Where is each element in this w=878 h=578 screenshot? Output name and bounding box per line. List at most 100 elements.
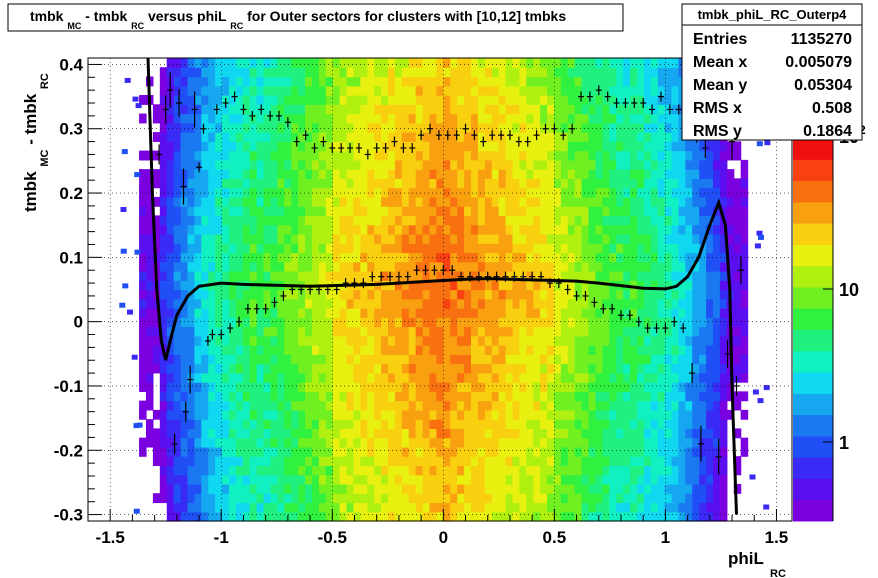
heatmap-cell	[733, 206, 742, 217]
heatmap-cell	[436, 261, 444, 272]
heatmap-cell	[408, 354, 417, 365]
heatmap-cell	[512, 456, 520, 467]
color-scale-cell	[793, 372, 833, 394]
heatmap-cell	[616, 289, 624, 300]
heatmap-cell	[298, 122, 306, 133]
heatmap-cell	[498, 196, 507, 207]
heatmap-cell	[643, 298, 652, 309]
heatmap-cell	[263, 169, 272, 179]
heatmap-cell	[187, 372, 195, 383]
heatmap-cell	[215, 206, 223, 217]
heatmap-cell	[664, 493, 673, 504]
heatmap-cell	[671, 298, 680, 309]
heatmap-cell	[630, 428, 638, 439]
heatmap-cell	[650, 502, 659, 513]
heatmap-cell	[305, 428, 313, 439]
heatmap-cell	[623, 243, 631, 254]
heatmap-cell	[519, 215, 527, 226]
heatmap-cell	[180, 511, 189, 522]
heatmap-cell	[685, 446, 693, 457]
heatmap-cell	[173, 354, 182, 365]
heatmap-cell	[609, 483, 617, 494]
heatmap-cell	[235, 169, 244, 179]
heatmap-cell	[533, 169, 541, 179]
heatmap-cell	[139, 298, 147, 309]
heatmap-cell	[533, 465, 541, 476]
color-scale-cell	[793, 138, 833, 160]
heatmap-cell	[318, 243, 327, 254]
heatmap-cell	[464, 409, 472, 420]
heatmap-cell	[353, 224, 361, 235]
heatmap-cell	[623, 428, 631, 439]
heatmap-cell	[595, 243, 603, 254]
heatmap-cell	[636, 67, 645, 78]
x-tick-label: -1	[214, 528, 229, 547]
heatmap-cell	[159, 233, 168, 244]
heatmap-cell	[505, 354, 514, 365]
heatmap-cell	[450, 132, 458, 142]
heatmap-cell	[636, 483, 645, 494]
heatmap-cell	[408, 289, 417, 300]
heatmap-cell	[325, 428, 334, 439]
heatmap-cell	[443, 122, 451, 133]
heatmap-cell	[298, 67, 306, 78]
heatmap-cell	[429, 270, 438, 281]
heatmap-cell	[263, 150, 272, 161]
heatmap-cell	[526, 483, 534, 494]
heatmap-cell	[194, 502, 202, 513]
heatmap-cell	[553, 372, 562, 383]
heatmap-cell	[636, 446, 645, 457]
heatmap-cell	[457, 419, 465, 429]
heatmap-cell	[553, 159, 562, 170]
heatmap-cell	[173, 446, 182, 457]
heatmap-cell	[630, 104, 638, 115]
heatmap-cell	[187, 456, 195, 467]
heatmap-cell	[519, 280, 527, 291]
heatmap-cell	[602, 456, 610, 467]
heatmap-cell	[623, 58, 631, 68]
heatmap-cell	[408, 122, 417, 133]
heatmap-cell	[339, 113, 348, 124]
heatmap-cell	[623, 150, 631, 161]
heatmap-cell	[284, 363, 292, 374]
heatmap-cell	[595, 391, 603, 402]
heatmap-cell	[173, 76, 182, 87]
heatmap-cell	[180, 178, 189, 189]
heatmap-cell	[249, 400, 258, 411]
heatmap-cell	[394, 474, 403, 485]
heatmap-cell	[505, 141, 514, 152]
heatmap-cell	[498, 95, 507, 105]
heatmap-cell	[249, 113, 258, 124]
heatmap-cell	[381, 345, 389, 355]
heatmap-cell	[422, 502, 431, 513]
heatmap-cell	[595, 132, 603, 142]
heatmap-cell	[623, 382, 631, 392]
heatmap-cell	[519, 113, 527, 124]
heatmap-cell	[470, 159, 479, 170]
heatmap-cell	[450, 243, 458, 254]
heatmap-cell	[201, 141, 209, 152]
heatmap-cell	[187, 326, 195, 337]
heatmap-cell	[208, 132, 216, 142]
heatmap-cell	[533, 261, 541, 272]
heatmap-cell	[228, 354, 237, 365]
heatmap-cell	[145, 308, 154, 318]
heatmap-cell	[636, 437, 645, 448]
heatmap-cell	[733, 150, 742, 161]
heatmap-cell	[325, 252, 334, 263]
heatmap-cell	[381, 178, 389, 189]
heatmap-cell	[381, 437, 389, 448]
heatmap-cell	[228, 400, 237, 411]
heatmap-cell	[429, 187, 438, 198]
heatmap-cell	[457, 67, 465, 78]
heatmap-cell	[498, 150, 507, 161]
heatmap-cell	[443, 372, 451, 383]
heatmap-cell	[374, 326, 382, 337]
heatmap-cell	[533, 363, 541, 374]
heatmap-cell	[139, 113, 147, 124]
heatmap-cell	[692, 280, 700, 291]
heatmap-cell	[318, 169, 327, 179]
heatmap-cell	[692, 159, 700, 170]
heatmap-cell	[408, 132, 417, 142]
heatmap-cell	[256, 58, 265, 68]
